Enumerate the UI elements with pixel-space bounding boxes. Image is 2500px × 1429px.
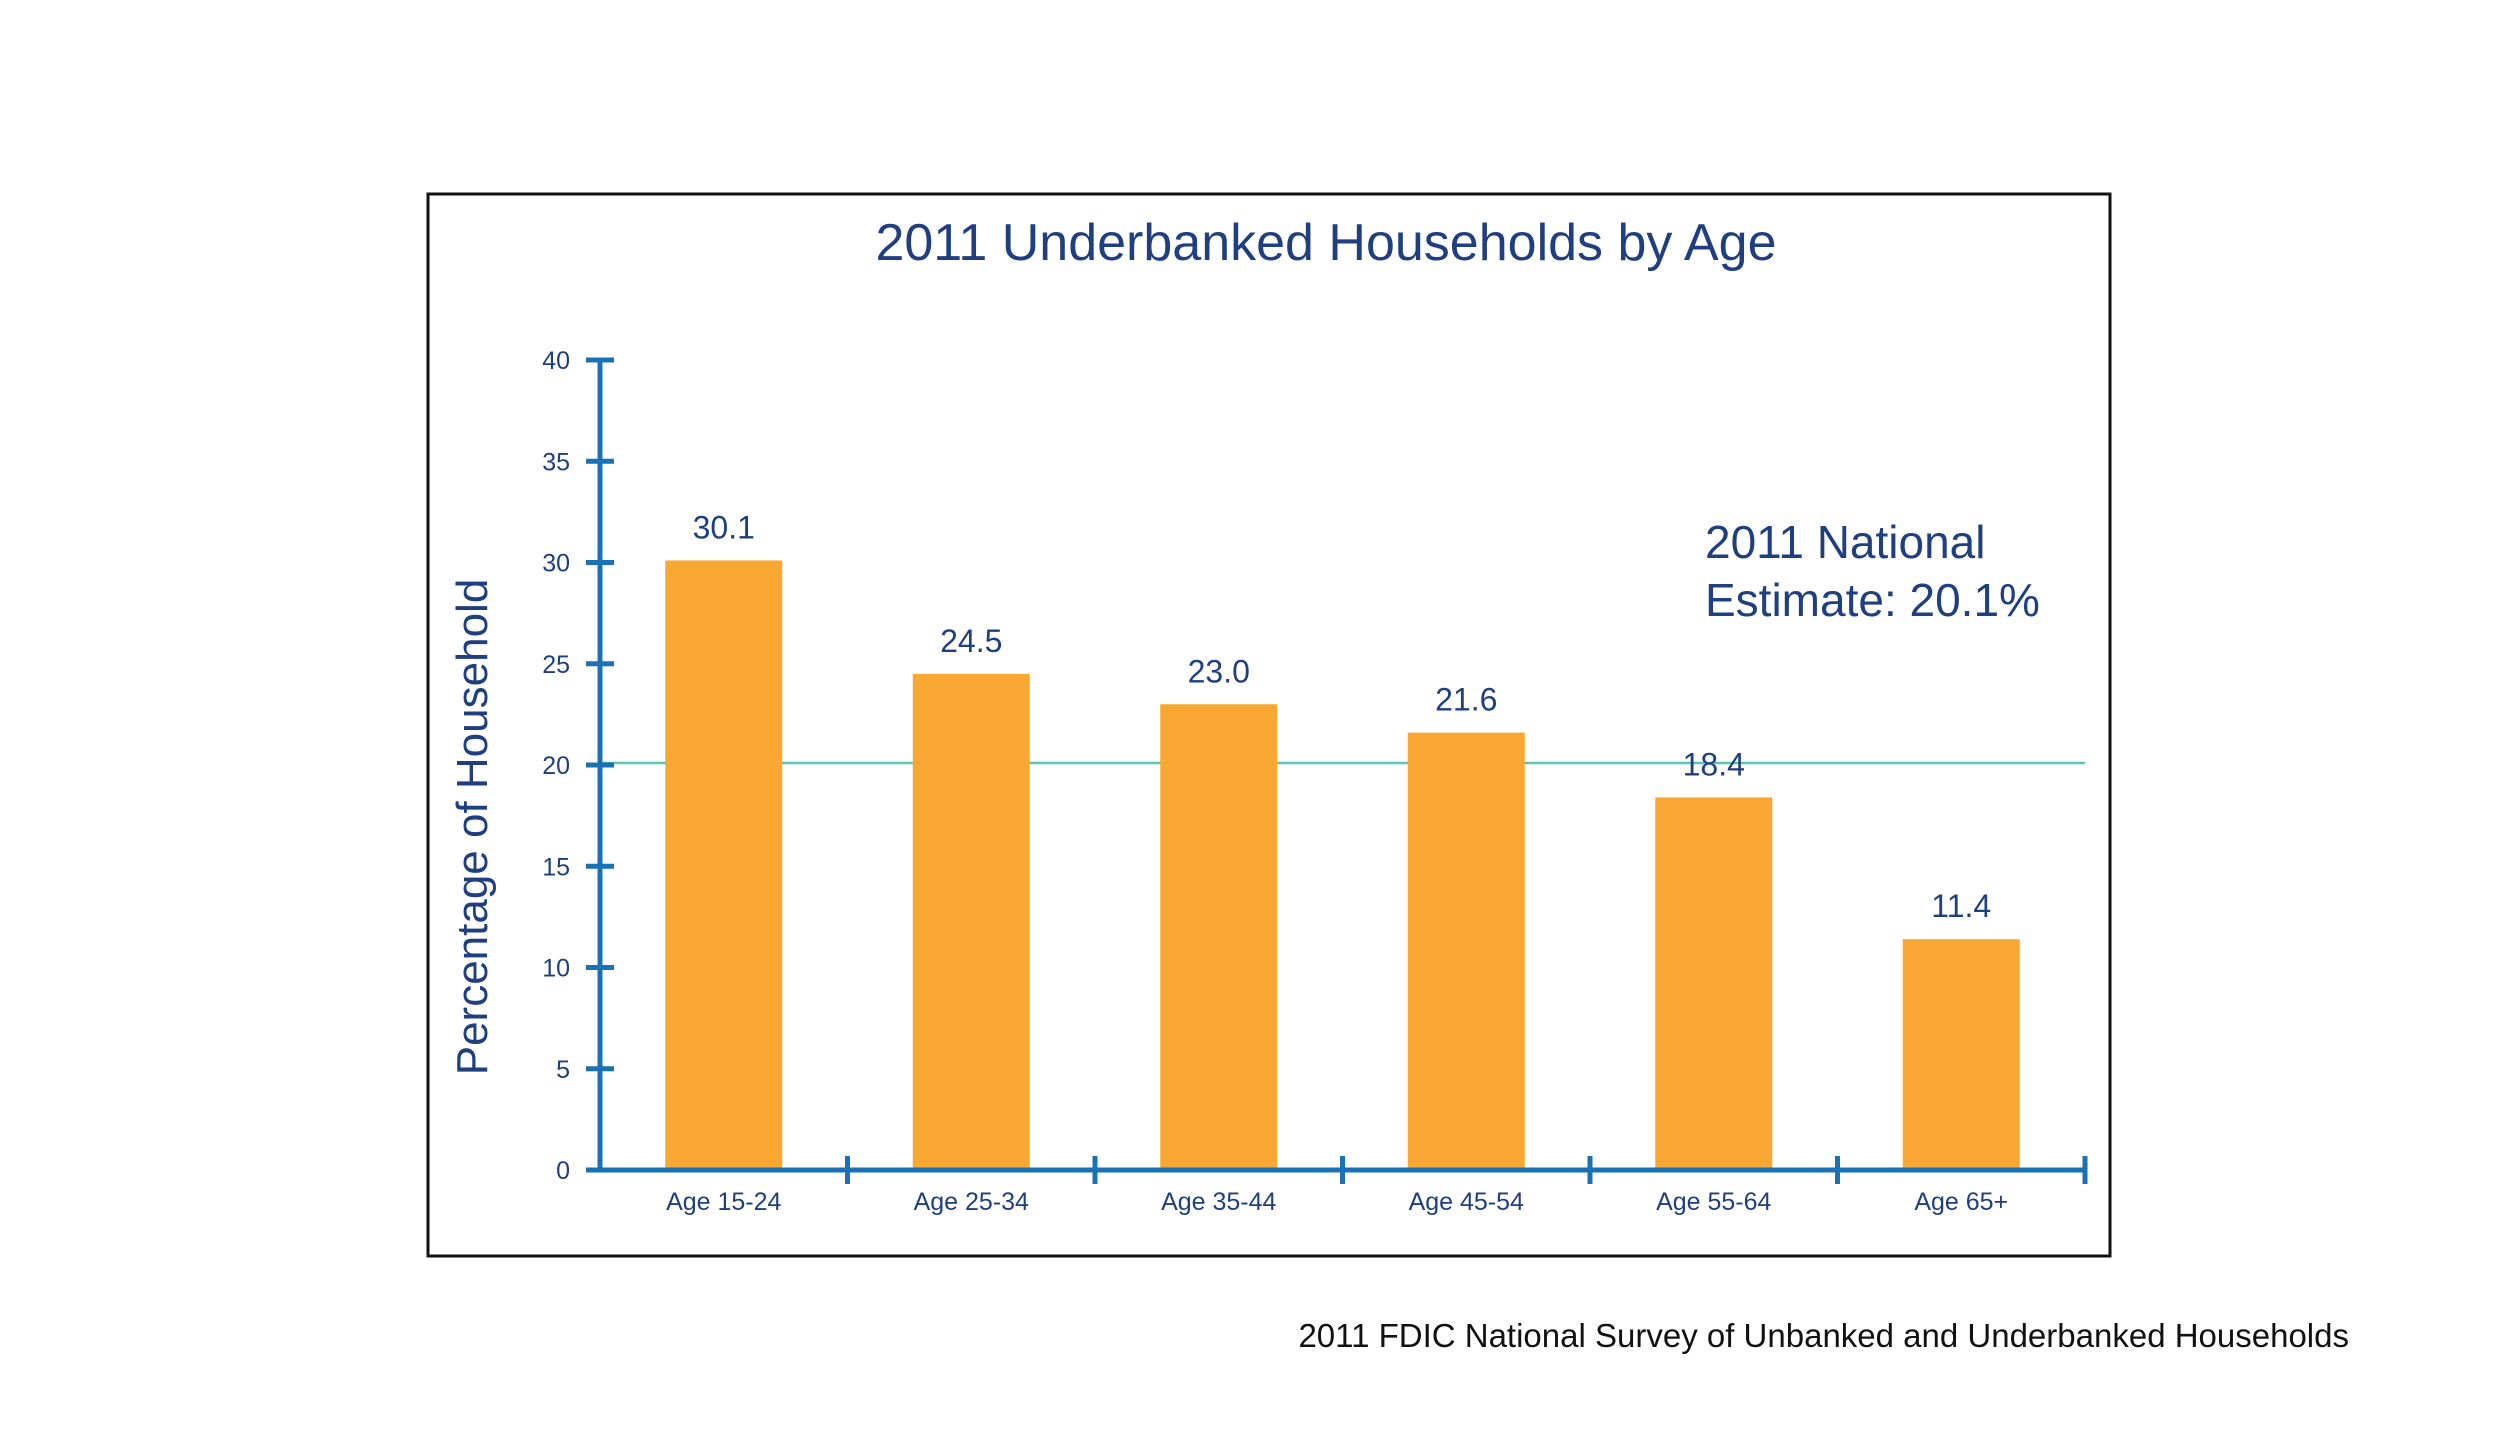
x-tick-label: Age 25-34 bbox=[914, 1188, 1029, 1216]
bar bbox=[1902, 939, 2020, 1170]
x-tick-label: Age 35-44 bbox=[1161, 1188, 1276, 1216]
data-label: 23.0 bbox=[1188, 653, 1250, 689]
x-tick-label: Age 55-64 bbox=[1656, 1188, 1771, 1216]
data-label: 21.6 bbox=[1435, 682, 1497, 718]
y-tick-label: 10 bbox=[542, 955, 570, 983]
bar bbox=[1407, 732, 1525, 1170]
national-estimate-annotation-line-1: 2011 National bbox=[1705, 516, 1985, 568]
y-tick-label: 35 bbox=[542, 448, 570, 476]
x-tick-label: Age 65+ bbox=[1914, 1188, 2008, 1216]
chart-frame bbox=[426, 192, 2112, 1258]
y-tick-label: 30 bbox=[542, 550, 570, 578]
data-label: 18.4 bbox=[1683, 746, 1745, 782]
bar bbox=[1655, 797, 1773, 1170]
y-tick-label: 40 bbox=[542, 347, 570, 375]
x-tick-label: Age 45-54 bbox=[1409, 1188, 1524, 1216]
y-axis-label: Percentage of Household bbox=[448, 579, 497, 1076]
bar bbox=[1160, 704, 1278, 1170]
y-tick-label: 0 bbox=[556, 1157, 570, 1185]
y-tick-label: 25 bbox=[542, 651, 570, 679]
data-label: 11.4 bbox=[1931, 888, 1991, 924]
y-tick-label: 20 bbox=[542, 752, 570, 780]
bars bbox=[665, 560, 2020, 1170]
labels: 30.1 Age 15-24 24.5 Age 25-34 23.0 Age 35-44 2… bbox=[542, 347, 2008, 1216]
national-estimate-annotation-line-2: Estimate: 20.1% bbox=[1705, 574, 2040, 626]
axes bbox=[586, 357, 2088, 1184]
bar bbox=[912, 673, 1030, 1170]
data-label: 24.5 bbox=[940, 623, 1002, 659]
y-tick-label: 15 bbox=[542, 853, 570, 881]
chart-title: 2011 Underbanked Households by Age bbox=[875, 214, 1776, 272]
x-tick-label: Age 15-24 bbox=[666, 1188, 781, 1216]
y-tick-label: 5 bbox=[556, 1056, 570, 1084]
data-label: 30.1 bbox=[693, 509, 755, 545]
source-note: 2011 FDIC National Survey of Unbanked an… bbox=[1298, 1317, 2349, 1354]
bar bbox=[665, 560, 783, 1170]
